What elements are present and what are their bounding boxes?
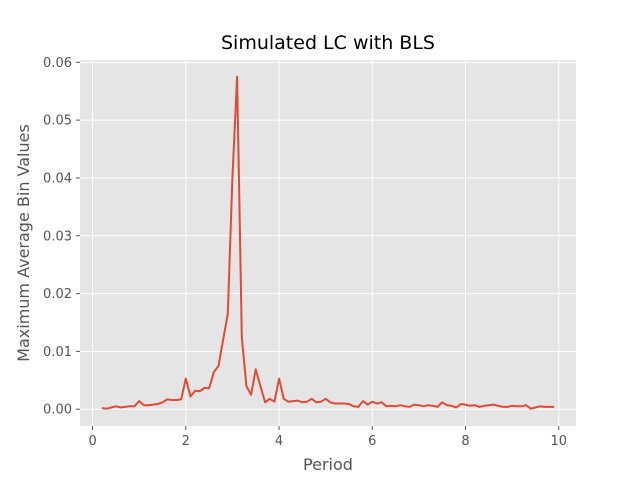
series-line bbox=[101, 75, 555, 410]
y-tick-label: 0.05 bbox=[43, 114, 72, 129]
x-tick-label: 4 bbox=[275, 434, 283, 449]
grid-lines bbox=[80, 60, 576, 426]
y-tick-label: 0.04 bbox=[43, 171, 72, 186]
y-tick-label: 0.03 bbox=[43, 229, 72, 244]
data-series bbox=[101, 75, 555, 410]
plot-background bbox=[80, 60, 576, 426]
axis-ticks: 0 2 4 6 8 10 0.00 0.01 0.02 0.03 0.04 0.05 0.06 bbox=[43, 56, 567, 449]
x-tick-label: 0 bbox=[88, 434, 96, 449]
y-tick-label: 0.02 bbox=[43, 287, 72, 302]
y-tick-label: 0.06 bbox=[43, 56, 72, 71]
chart-title: Simulated LC with BLS bbox=[221, 32, 435, 54]
x-axis-label: Period bbox=[303, 455, 353, 474]
x-tick-label: 10 bbox=[550, 434, 567, 449]
y-axis-label: Maximum Average Bin Values bbox=[14, 124, 33, 362]
y-tick-label: 0.01 bbox=[43, 345, 72, 360]
x-tick-label: 2 bbox=[182, 434, 190, 449]
x-tick-label: 6 bbox=[368, 434, 376, 449]
y-tick-label: 0.00 bbox=[43, 403, 72, 418]
x-tick-label: 8 bbox=[461, 434, 469, 449]
